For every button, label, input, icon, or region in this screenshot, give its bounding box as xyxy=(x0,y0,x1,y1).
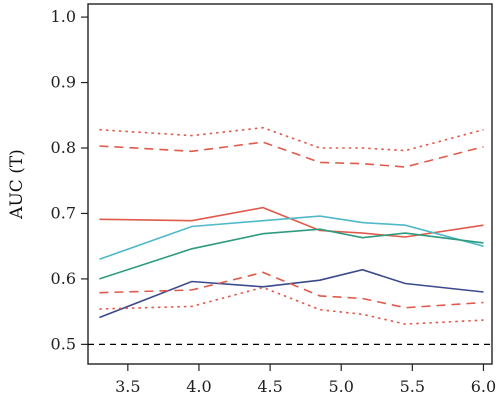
y-tick-label: 0.5 xyxy=(51,334,76,353)
series-line-3 xyxy=(99,206,484,238)
series-line-1 xyxy=(99,126,484,152)
series-line-2 xyxy=(99,141,484,168)
x-tick-label: 4.0 xyxy=(186,377,211,396)
y-tick-label: 0.9 xyxy=(51,73,76,92)
plot-frame xyxy=(87,3,493,365)
series-layer xyxy=(99,126,484,325)
x-tick-label: 4.5 xyxy=(257,377,282,396)
series-line-6 xyxy=(99,268,484,319)
x-tick-label: 5.0 xyxy=(328,377,353,396)
y-tick-label: 0.8 xyxy=(51,138,76,157)
series-line-7 xyxy=(99,271,484,309)
series-line-4 xyxy=(99,215,484,261)
y-tick-label: 0.7 xyxy=(51,203,76,222)
y-axis-title: AUC (T) xyxy=(7,149,27,220)
series-line-8 xyxy=(99,286,484,325)
y-axis: 0.5 0.6 0.7 0.8 0.9 1.0 xyxy=(51,7,88,353)
y-tick-label: 1.0 xyxy=(51,7,76,26)
x-tick-label: 6.0 xyxy=(471,377,496,396)
x-tick-label: 3.5 xyxy=(115,377,140,396)
x-tick-label: 5.5 xyxy=(400,377,425,396)
y-tick-label: 0.6 xyxy=(51,269,76,288)
x-axis: 3.5 4.0 4.5 5.0 5.5 6.0 xyxy=(115,364,496,396)
series-line-5 xyxy=(99,228,484,280)
